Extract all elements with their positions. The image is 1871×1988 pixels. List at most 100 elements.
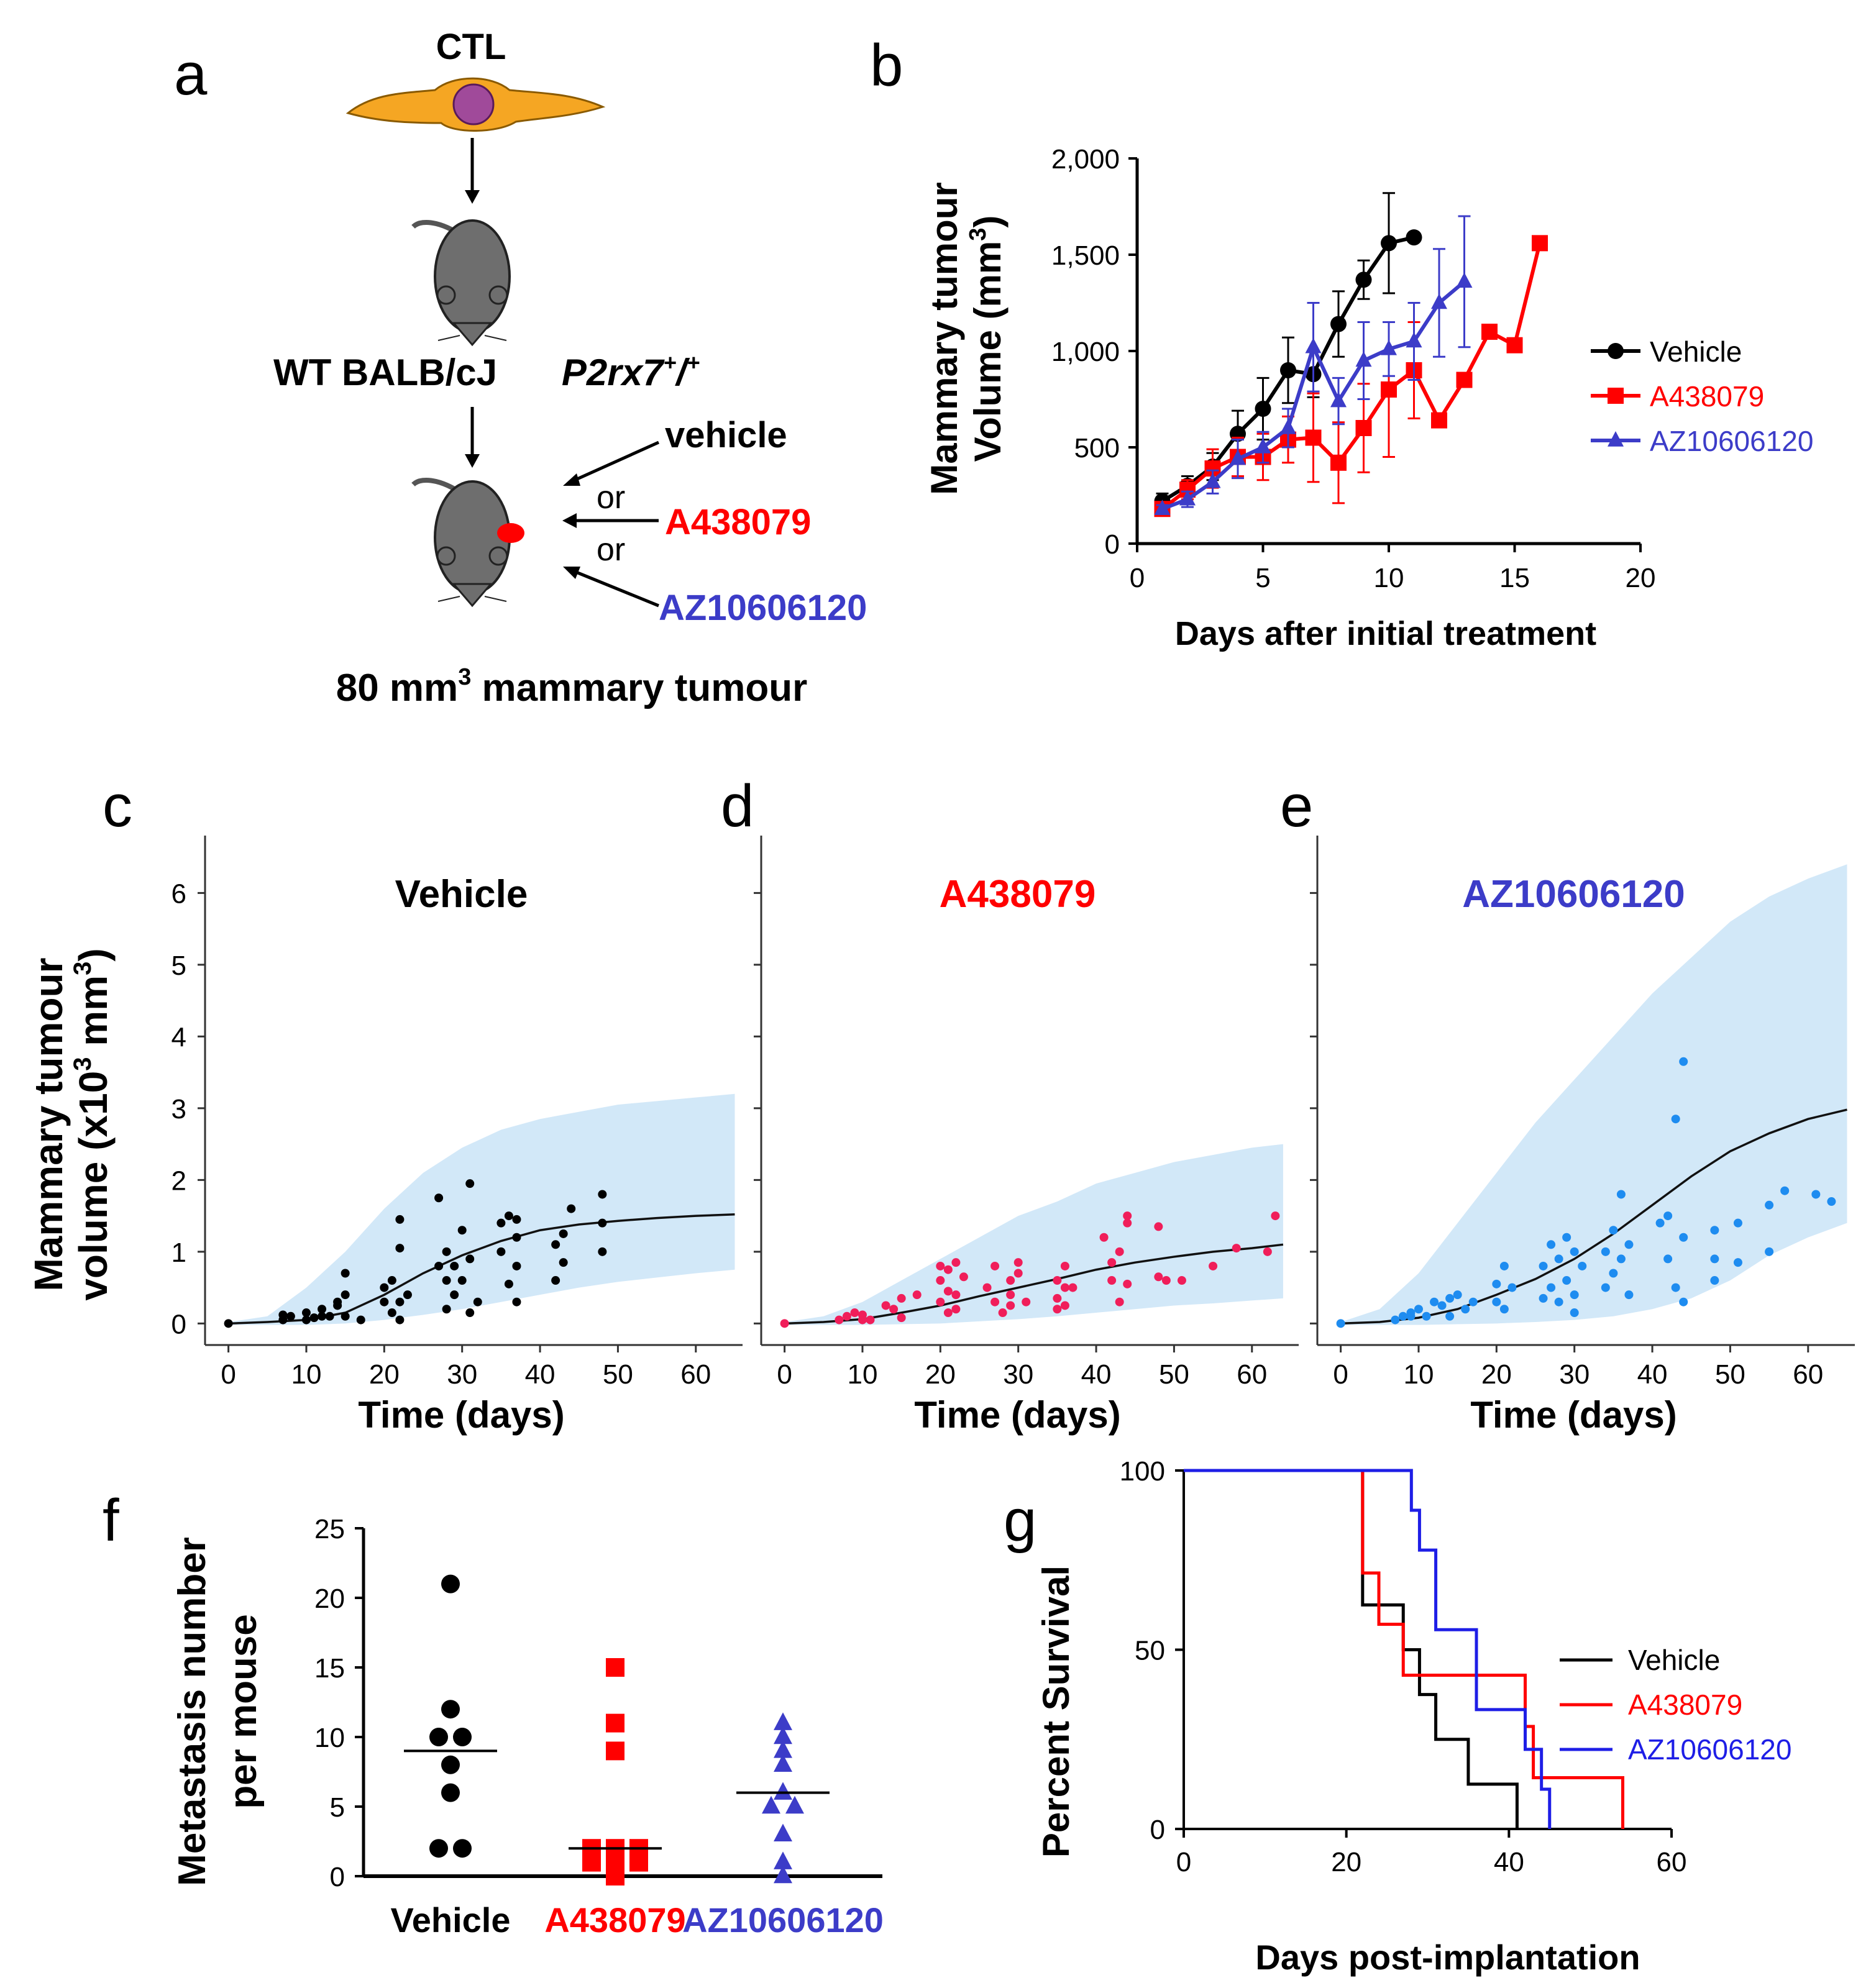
chart-d-a438079-growth: 0 10 20 30 40 50 60 A438079 Time (days)	[754, 836, 1299, 1436]
chart-c-data-point	[504, 1279, 513, 1288]
chart-c-data-point	[465, 1308, 475, 1318]
chart-b-point	[1230, 449, 1246, 465]
drug1-label: A438079	[665, 502, 811, 542]
chart-c-vehicle-growth: 0 10 20 30 40 50 60 0 1 2 3 4 5 6 Vehicle Time (days)	[172, 836, 743, 1436]
chart-f-point	[629, 1853, 648, 1872]
chart-f-point	[774, 1754, 792, 1772]
chart-d-data-point	[1161, 1276, 1171, 1285]
chart-e-data-point	[1765, 1247, 1774, 1256]
chart-e-data-point	[1601, 1247, 1610, 1256]
chart-e-data-point	[1554, 1297, 1563, 1306]
schematic-panel-a: CTL WT BALB/cJ P2rx7+/+	[273, 27, 867, 709]
chart-f-category-label: AZ10606120	[682, 1900, 884, 1940]
chart-e-data-point	[1562, 1233, 1571, 1242]
chart-f-point	[606, 1741, 624, 1761]
chart-d-data-point	[990, 1297, 1000, 1306]
chart-c-data-point	[442, 1247, 451, 1256]
chart-c-data-point	[559, 1258, 568, 1267]
chart-e-data-point	[1539, 1293, 1548, 1303]
chart-e-data-point	[1624, 1240, 1634, 1249]
chart-e-data-point	[1492, 1279, 1501, 1288]
chart-b-xlabel: Days after initial treatment	[1175, 615, 1596, 652]
chart-d-data-point	[1271, 1211, 1280, 1221]
chart-b-point	[1431, 293, 1447, 309]
tumour-dot	[497, 523, 524, 543]
chart-c-x-tick-label: 60	[680, 1359, 711, 1390]
chart-c-data-point	[457, 1276, 467, 1285]
chart-d-data-point	[858, 1310, 867, 1320]
chart-e-data-point	[1398, 1311, 1407, 1321]
chart-f-y-tick-label: 25	[314, 1514, 345, 1544]
chart-c-data-point	[341, 1269, 350, 1278]
chart-d-data-point	[1263, 1247, 1272, 1256]
chart-g-legend-label: A438079	[1628, 1689, 1742, 1721]
chart-e-data-point	[1437, 1301, 1447, 1310]
chart-c-y-tick-label: 0	[172, 1309, 186, 1339]
chart-g-survival: 0 20 40 60 0 50 100 Vehicle A438079 AZ10606120	[1120, 1456, 1792, 1877]
chart-b-legend-label: Vehicle	[1650, 335, 1742, 368]
chart-c-data-point	[496, 1218, 506, 1228]
strain-label: WT BALB/cJ	[273, 352, 497, 393]
chart-c-data-point	[387, 1276, 396, 1285]
chart-b-point	[1305, 337, 1322, 353]
chart-d-data-point	[943, 1308, 953, 1318]
chart-d-data-point	[1006, 1301, 1015, 1310]
chart-b-x-tick-label: 0	[1130, 563, 1145, 593]
chart-d-data-point	[1209, 1261, 1218, 1270]
chart-d-data-point	[951, 1305, 961, 1314]
chart-e-data-point	[1391, 1315, 1400, 1325]
chart-c-data-point	[395, 1244, 405, 1253]
chart-f-point	[429, 1839, 448, 1858]
chart-d-title: A438079	[940, 873, 1096, 916]
chart-e-data-point	[1780, 1186, 1790, 1195]
chart-e-data-point	[1539, 1261, 1548, 1270]
genotype-label: P2rx7+/+	[562, 350, 700, 393]
chart-e-x-tick-label: 40	[1637, 1359, 1668, 1390]
chart-b-point	[1381, 381, 1397, 398]
chart-b-point	[1204, 472, 1221, 488]
chart-b-tumour-volume: 0 5 10 15 20 0 500 1,000 1,500 2,000 Days after i…	[923, 144, 1813, 652]
chart-c-data-point	[434, 1193, 444, 1203]
chart-c-data-point	[512, 1233, 521, 1242]
chart-b-y-tick-label: 1,000	[1051, 337, 1120, 367]
chart-e-data-point	[1827, 1197, 1836, 1206]
chart-c-data-point	[465, 1254, 475, 1264]
chart-c-y-tick-label: 2	[172, 1165, 186, 1196]
chart-e-data-point	[1445, 1293, 1455, 1303]
chart-d-x-tick-label: 0	[777, 1359, 792, 1390]
chart-c-data-point	[457, 1226, 467, 1235]
chart-f-point	[441, 1700, 460, 1719]
chart-c-data-point	[318, 1311, 327, 1321]
chart-f-point	[429, 1728, 448, 1746]
chart-d-x-tick-label: 30	[1003, 1359, 1033, 1390]
chart-d-data-point	[1123, 1211, 1132, 1221]
chart-c-y-tick-label: 6	[172, 878, 186, 909]
chart-c-data-point	[512, 1215, 521, 1224]
chart-c-data-point	[512, 1261, 521, 1270]
chart-d-data-point	[1006, 1276, 1015, 1285]
chart-f-group-az10606120: AZ10606120	[682, 1712, 884, 1940]
chart-c-data-point	[356, 1315, 365, 1325]
schematic-caption: 80 mm3 mammary tumour	[336, 664, 808, 709]
chart-e-data-point	[1671, 1283, 1680, 1292]
chart-b-x-tick-label: 5	[1255, 563, 1270, 593]
chart-d-data-point	[1006, 1290, 1015, 1300]
chart-d-data-point	[842, 1311, 851, 1321]
chart-d-x-tick-label: 40	[1081, 1359, 1112, 1390]
chart-d-data-point	[1107, 1258, 1117, 1267]
chart-f-y-tick-label: 5	[330, 1792, 345, 1823]
chart-e-data-point	[1710, 1276, 1719, 1285]
chart-d-data-point	[1099, 1233, 1109, 1242]
chart-e-data-point	[1710, 1254, 1719, 1264]
chart-d-data-point	[780, 1319, 789, 1328]
chart-d-data-point	[1177, 1276, 1186, 1285]
chart-b-point	[1355, 271, 1372, 288]
chart-f-point	[774, 1740, 792, 1758]
chart-e-prediction-band	[1340, 864, 1847, 1325]
ctl-label: CTL	[436, 27, 506, 67]
chart-e-x-tick-label: 20	[1481, 1359, 1512, 1390]
chart-e-data-point	[1414, 1305, 1423, 1314]
chart-d-data-point	[835, 1315, 844, 1325]
chart-d-data-point	[936, 1297, 945, 1306]
chart-c-data-point	[598, 1247, 607, 1256]
